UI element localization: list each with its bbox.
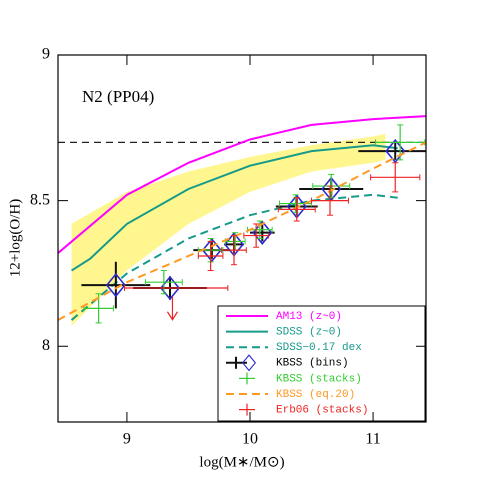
legend-label: AM13 (z~0)	[276, 311, 342, 323]
y-tick-label: 8.5	[30, 191, 50, 208]
y-tick-label: 8	[42, 337, 50, 354]
y-tick-label: 9	[42, 46, 50, 63]
legend-label: KBSS (bins)	[276, 358, 349, 370]
data-point	[385, 138, 406, 164]
legend-swatch	[241, 354, 257, 372]
legend-label: SDSS (z~0)	[276, 327, 342, 339]
line	[71, 144, 398, 272]
legend-label: Erb06 (stacks)	[276, 405, 368, 417]
annotation: N2 (PP04)	[82, 87, 154, 106]
x-axis-label: log(M∗/M⊙)	[199, 454, 284, 470]
x-tick-label: 11	[365, 431, 380, 448]
line	[58, 115, 426, 254]
line	[58, 141, 426, 321]
line	[70, 193, 398, 321]
legend-box	[217, 305, 426, 422]
y-axis-label: 12+log(O/H)	[7, 199, 23, 277]
x-tick-label: 10	[242, 431, 258, 448]
plot-area	[58, 115, 426, 326]
legend-label: KBSS (eq.20)	[276, 389, 355, 401]
upper-limit-arrowhead	[166, 311, 178, 321]
legend: AM13 (z~0) SDSS (z~0) SDSS−0.17 dex KBSS (b…	[217, 305, 426, 422]
data-point	[201, 237, 222, 263]
scatter-band	[71, 133, 386, 326]
x-tick-label: 9	[123, 431, 131, 448]
plot-frame	[57, 54, 427, 423]
legend-label: KBSS (stacks)	[276, 373, 362, 385]
data-point	[105, 272, 126, 298]
legend-label: SDSS−0.17 dex	[276, 342, 362, 354]
data-point	[321, 176, 342, 202]
